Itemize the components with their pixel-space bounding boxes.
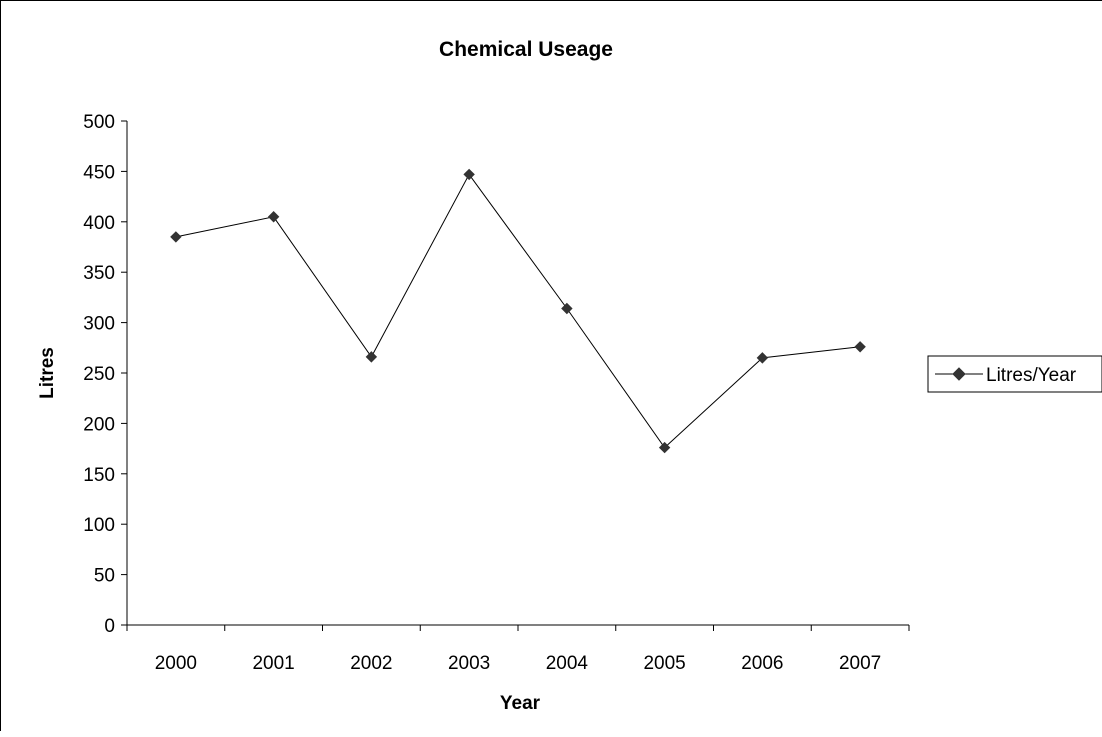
- legend: Litres/Year: [927, 355, 1102, 393]
- x-axis-title: Year: [500, 693, 541, 714]
- x-axis-ticks: 2000 2001 2002 2003 2004 2005 2006 2007: [126, 625, 910, 674]
- legend-diamond-marker: [952, 367, 966, 381]
- y-tick-label: 450: [83, 162, 115, 183]
- y-tick-label: 0: [104, 616, 115, 637]
- x-tick-label: 2001: [252, 653, 294, 674]
- y-tick-label: 100: [83, 515, 115, 536]
- y-tick-label: 500: [83, 112, 115, 133]
- y-tick-label: 150: [83, 465, 115, 486]
- data-point-marker: [561, 302, 573, 315]
- chart-title: Chemical Useage: [439, 38, 613, 61]
- x-tick-label: 2006: [741, 653, 783, 674]
- y-tick-label: 250: [83, 364, 115, 385]
- legend-box: [927, 355, 1102, 393]
- y-tick-label: 350: [83, 263, 115, 284]
- x-tick-label: 2004: [546, 653, 589, 674]
- y-tick-label: 50: [94, 566, 115, 587]
- x-tick-label: 2002: [350, 653, 392, 674]
- data-point-marker: [756, 352, 769, 364]
- data-point-marker: [267, 211, 280, 223]
- x-tick-label: 2003: [448, 653, 490, 674]
- y-tick-label: 200: [83, 414, 115, 435]
- series-layer: [170, 168, 866, 454]
- data-point-marker: [170, 231, 182, 243]
- data-point-marker: [854, 341, 866, 353]
- y-tick-label: 400: [83, 213, 115, 234]
- y-axis-ticks: 0 50 100 150 200 250 300 350 400 450 500: [83, 112, 127, 637]
- series-line: [175, 173, 861, 449]
- x-tick-label: 2005: [643, 653, 685, 674]
- data-point-marker: [658, 441, 671, 454]
- x-tick-label: 2000: [155, 653, 197, 674]
- legend-label: Litres/Year: [986, 365, 1077, 386]
- y-axis-title: Litres: [37, 347, 58, 399]
- data-point-marker: [365, 351, 378, 363]
- data-point-marker: [463, 168, 475, 181]
- y-tick-label: 300: [83, 314, 115, 335]
- x-tick-label: 2007: [839, 653, 881, 674]
